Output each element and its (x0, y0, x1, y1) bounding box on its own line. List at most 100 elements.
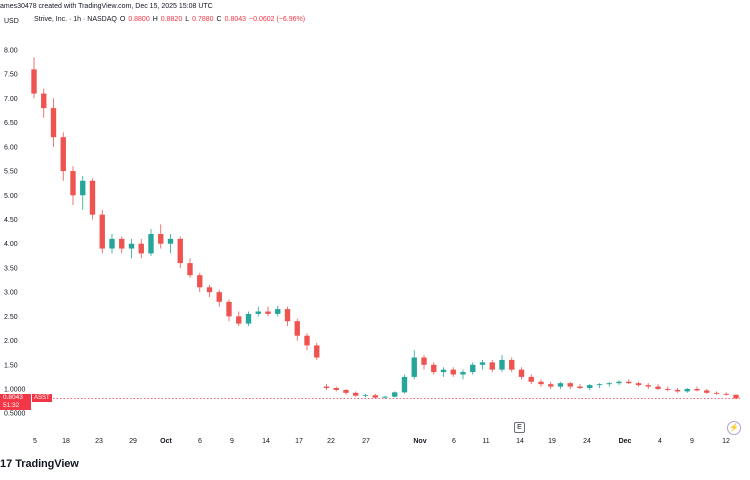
candle (197, 272, 203, 293)
candle (479, 359, 486, 370)
candle (431, 362, 437, 375)
candle (470, 362, 476, 375)
x-tick-label: 14 (516, 438, 524, 445)
candle (245, 311, 252, 327)
y-tick-label: 4.50 (4, 217, 18, 224)
candle (460, 369, 466, 380)
high-value: 0.8820 (160, 16, 183, 23)
y-tick-label: 7.50 (4, 72, 18, 79)
symbol-legend[interactable]: Strive, Inc. · 1h · NASDAQ O 0.8800 H 0.88… (34, 16, 305, 23)
candle (616, 380, 622, 386)
candle (70, 166, 76, 205)
candle (304, 333, 310, 351)
y-tick-label: 4.00 (4, 241, 18, 248)
candle (557, 381, 564, 389)
symbol-name: Strive, Inc. · 1h · NASDAQ (34, 16, 117, 23)
candle (587, 384, 593, 390)
x-tick-label: 9 (230, 438, 234, 445)
candle (626, 379, 632, 385)
candle (665, 386, 671, 392)
candle (606, 381, 612, 387)
candle (509, 357, 515, 373)
candle (148, 229, 154, 256)
lightning-icon[interactable]: ⚡ (727, 421, 741, 435)
candle (372, 393, 378, 399)
earnings-badge[interactable]: E (514, 422, 525, 433)
currency-label: USD (4, 18, 19, 25)
candle (236, 311, 242, 327)
candle (392, 391, 398, 398)
candle (596, 383, 603, 389)
y-tick-label: 3.00 (4, 290, 18, 297)
x-tick-label: 9 (690, 438, 694, 445)
candle (421, 355, 427, 370)
candle (362, 393, 369, 398)
candle (265, 306, 271, 317)
x-tick-label: 27 (362, 438, 370, 445)
candle (284, 306, 291, 327)
y-tick-label: 5.00 (4, 193, 18, 200)
candle (99, 209, 105, 254)
open-value: 0.8800 (128, 16, 150, 23)
last-price-tag: 0.8043 51:32 (0, 394, 31, 410)
candle (31, 57, 37, 99)
candle (314, 342, 320, 360)
high-label: H (152, 16, 158, 23)
candle (128, 238, 135, 259)
candle (89, 178, 96, 220)
candle (158, 224, 164, 249)
candle (450, 367, 456, 377)
candle (167, 234, 174, 254)
x-tick-label: 14 (262, 438, 270, 445)
candle (255, 306, 261, 317)
y-tick-label: 1.0000 (4, 387, 26, 394)
candle (489, 359, 495, 373)
candle (723, 392, 729, 396)
tradingview-logo-icon: 17 (0, 458, 13, 470)
candle (704, 389, 710, 394)
candle (518, 367, 525, 380)
candle (294, 318, 300, 341)
y-tick-label: 3.50 (4, 265, 18, 272)
candle (645, 383, 651, 389)
tradingview-watermark: 17 TradingView (0, 456, 79, 472)
candle (567, 381, 573, 389)
low-label: L (185, 16, 190, 23)
last-price-value: 0.8043 (3, 394, 23, 401)
candle (41, 88, 47, 118)
candle (684, 388, 690, 393)
candle (80, 175, 86, 210)
x-tick-label: 29 (129, 438, 137, 445)
x-tick-label: 18 (62, 438, 70, 445)
candle (177, 236, 183, 268)
y-tick-label: 2.00 (4, 338, 18, 345)
candle (713, 391, 720, 395)
price-chart[interactable]: 8.00 7.50 7.00 6.50 6.00 5.50 5.00 4.50 4.00 3.50… (0, 0, 750, 450)
y-tick-label: 6.00 (4, 144, 18, 151)
open-label: O (119, 16, 126, 23)
x-tick-label: 6 (198, 438, 202, 445)
candle (333, 386, 339, 392)
close-label: C (216, 16, 222, 23)
bar-countdown: 51:32 (3, 402, 20, 409)
x-tick-label: 6 (452, 438, 456, 445)
candle (411, 350, 417, 380)
x-tick-label: 4 (658, 438, 662, 445)
candle (401, 374, 408, 394)
candle (216, 289, 222, 307)
x-tick-label: 12 (722, 438, 730, 445)
x-tick-label: Nov (413, 438, 426, 445)
candle (538, 379, 544, 387)
candle (674, 388, 681, 393)
attribution-text: ames30478 created with TradingView.com, … (0, 3, 213, 10)
candle (60, 132, 66, 181)
close-value: 0.8043 (224, 16, 247, 23)
candle (138, 238, 144, 259)
candle (382, 395, 388, 399)
candle (635, 381, 642, 387)
candle (577, 384, 583, 389)
low-value: 0.7880 (192, 16, 214, 23)
candle (109, 234, 115, 254)
candle (343, 389, 349, 395)
x-tick-label: 22 (327, 438, 335, 445)
